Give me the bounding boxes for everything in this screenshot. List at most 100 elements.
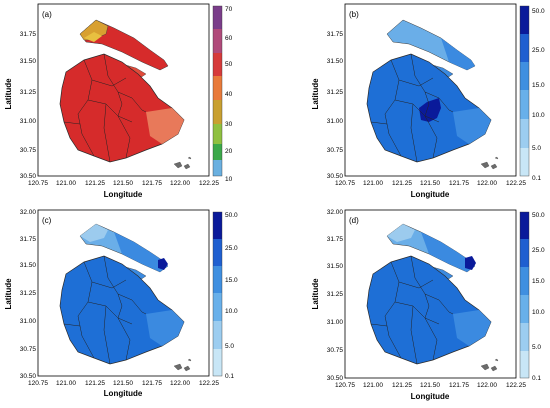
panel-b-colorbar-seg: [520, 34, 529, 62]
panel-a: (a) 31.75 31.50 31.25 31.00 30.75 30.50 …: [4, 3, 233, 199]
panel-a-colorbar: 70 60 50 40 30 20 10: [212, 5, 233, 183]
panel-a-y-tick: 31.50: [20, 58, 37, 65]
panel-a-x-tick: 120.75: [28, 180, 48, 187]
panel-b-colorbar-seg: [520, 62, 529, 90]
panel-b-colorbar-tick: 0.1: [532, 175, 541, 182]
panel-c-colorbar-tick: 10.0: [225, 308, 238, 315]
panel-c-x-tick: 121.00: [56, 380, 76, 387]
panel-a-colorbar-seg: [213, 76, 222, 100]
panel-a-colorbar-tick: 60: [225, 35, 233, 42]
panel-a-colorbar-seg: [213, 53, 222, 76]
panel-b-colorbar-tick: 15.0: [532, 82, 545, 89]
panel-d-tag: (d): [349, 216, 359, 225]
panel-c-colorbar: 50.0 25.0 15.0 10.0 5.0 0.1: [212, 211, 238, 380]
panel-c-colorbar-seg: [213, 239, 222, 266]
panel-b-map: [366, 19, 499, 170]
panel-a-colorbar-tick: 70: [225, 6, 233, 13]
panel-d-x-label: Longitude: [411, 392, 450, 401]
panel-b-y-tick: 31.75: [327, 31, 344, 38]
panel-b-tag: (b): [349, 10, 359, 19]
panel-b-y-tick: 30.75: [327, 147, 344, 154]
panel-a-colorbar-seg: [213, 100, 222, 124]
panel-d: (d) 32.00 31.75 31.50 31.25 31.00 30.75 …: [311, 209, 545, 401]
panel-d-island-east-hotspot: [465, 256, 476, 270]
panel-d-x-tick: 121.00: [363, 382, 383, 389]
panel-a-x-tick: 121.00: [56, 180, 76, 187]
panel-a-district-lines: [63, 53, 147, 163]
panel-b-colorbar-tick: 5.0: [532, 145, 541, 152]
panel-d-y-tick: 31.00: [327, 319, 344, 326]
panel-d-island-west-light: [387, 224, 415, 242]
panel-a-y-tick: 31.00: [20, 118, 37, 125]
panel-a-y-tick: 30.50: [20, 173, 37, 180]
panel-d-colorbar-tick: 0.1: [532, 375, 541, 382]
panel-d-colorbar-tick: 5.0: [532, 344, 541, 351]
panel-a-x-label: Longitude: [104, 190, 143, 199]
panel-c-colorbar-seg: [213, 212, 222, 239]
panel-b-x-tick: 121.00: [363, 180, 383, 187]
panel-b-y-label: Latitude: [311, 78, 320, 110]
panel-a-x-tick: 121.75: [142, 180, 162, 187]
panel-d-x-tick: 122.00: [477, 382, 497, 389]
panel-d-colorbar: 50.0 25.0 15.0 10.0 5.0 0.1: [519, 211, 545, 382]
panel-b-district-lines: [370, 53, 454, 163]
panel-b-colorbar-seg: [520, 119, 529, 148]
panel-c-y-axis: 32.00 31.75 31.50 31.25 31.00 30.75 30.5…: [20, 209, 37, 380]
panel-a-colorbar-seg: [213, 29, 222, 53]
panel-c-colorbar-seg: [213, 266, 222, 293]
panel-c-colorbar-tick: 0.1: [225, 373, 234, 380]
panel-c: (c) 32.00 31.75 31.50 31.25 31.00 30.75 …: [4, 209, 238, 398]
panel-b-x-tick: 122.25: [506, 180, 526, 187]
panel-d-x-tick: 121.25: [392, 382, 412, 389]
panel-c-colorbar-seg: [213, 293, 222, 321]
panel-d-colorbar-seg: [520, 323, 529, 351]
panel-d-colorbar-tick: 10.0: [532, 309, 545, 316]
panel-c-island-west-light: [80, 224, 108, 242]
panel-b-colorbar-seg: [520, 90, 529, 119]
panel-a-tag: (a): [42, 10, 52, 19]
panel-b-y-axis: 31.75 31.50 31.25 31.00 30.75 30.50: [327, 31, 344, 180]
panel-c-colorbar-tick: 50.0: [225, 212, 238, 219]
panel-c-y-tick: 31.00: [20, 318, 37, 325]
panel-b-islets: [480, 156, 499, 170]
panel-a-colorbar-frame: [212, 5, 223, 177]
panel-c-x-tick: 122.00: [170, 380, 190, 387]
panel-c-y-tick: 31.25: [20, 290, 37, 297]
panel-b-colorbar-frame: [519, 5, 530, 177]
panel-d-y-tick: 31.75: [327, 236, 344, 243]
panel-a-colorbar-tick: 20: [225, 148, 233, 155]
panel-b-x-label: Longitude: [411, 190, 450, 199]
panel-c-x-tick: 122.25: [199, 380, 219, 387]
panel-a-colorbar-tick: 30: [225, 121, 233, 128]
panel-a-x-tick: 122.25: [199, 180, 219, 187]
panel-c-y-label: Latitude: [4, 278, 13, 310]
panel-d-y-tick: 31.25: [327, 291, 344, 298]
panel-d-colorbar-seg: [520, 295, 529, 323]
panel-b-x-tick: 120.75: [335, 180, 355, 187]
panel-d-x-tick: 121.50: [420, 382, 440, 389]
panel-b-y-tick: 30.50: [327, 173, 344, 180]
panel-c-x-tick: 121.50: [113, 380, 133, 387]
panel-b-y-tick: 31.25: [327, 89, 344, 96]
panel-c-x-label: Longitude: [104, 389, 143, 398]
panel-b-urban-hotspot: [419, 98, 441, 122]
panel-a-island-west-warm2: [84, 32, 102, 42]
panel-a-map: [59, 19, 192, 170]
panel-d-y-tick: 30.75: [327, 347, 344, 354]
panel-c-colorbar-seg: [213, 321, 222, 349]
panel-a-islets: [173, 156, 192, 170]
panel-c-x-tick: 121.75: [142, 380, 162, 387]
panel-b-x-tick: 121.25: [392, 180, 412, 187]
panel-d-pudong-light: [453, 310, 491, 346]
panel-c-colorbar-tick: 5.0: [225, 343, 234, 350]
panel-c-islets: [173, 358, 192, 372]
panel-d-y-tick: 32.00: [327, 209, 344, 216]
panel-d-island-middle: [421, 232, 475, 272]
panel-c-district-lines: [63, 255, 147, 365]
panel-d-x-tick: 122.25: [506, 382, 526, 389]
panel-a-colorbar-seg: [213, 160, 222, 176]
panel-c-y-tick: 31.75: [20, 236, 37, 243]
panel-b-colorbar-tick: 25.0: [532, 47, 545, 54]
panel-a-y-tick: 30.75: [20, 147, 37, 154]
panel-b: (b) 31.75 31.50 31.25 31.00 30.75 30.50 …: [327, 3, 545, 199]
